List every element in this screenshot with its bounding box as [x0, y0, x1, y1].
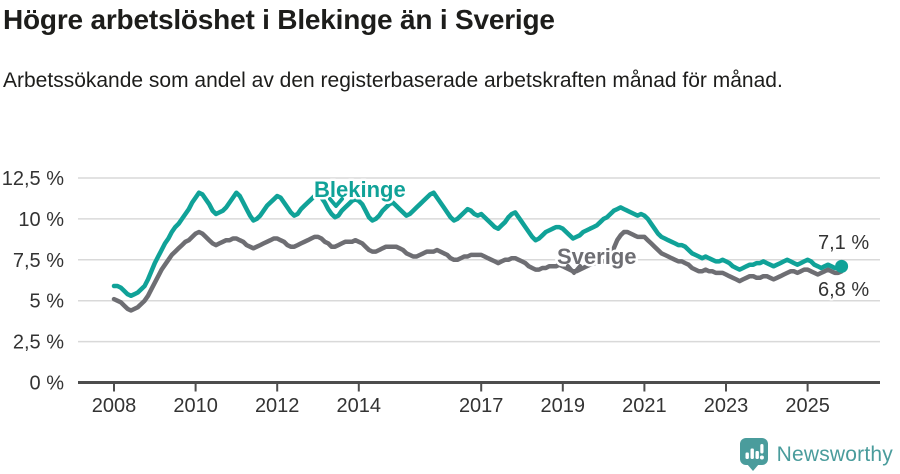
y-tick-label: 7,5 %	[13, 250, 64, 272]
y-tick-label: 10 %	[18, 209, 64, 231]
x-tick-label: 2019	[541, 395, 586, 417]
blekinge-value-label: 7,1 %	[818, 232, 869, 254]
x-tick-label: 2014	[337, 395, 382, 417]
blekinge-series-label: Blekinge	[314, 177, 406, 202]
sverige-value-label: 6,8 %	[818, 279, 869, 301]
newsworthy-logo-icon	[739, 438, 768, 471]
x-tick-label: 2017	[459, 395, 504, 417]
blekinge-pointer-chevron-icon	[328, 197, 344, 208]
sverige-pointer-chevron-icon	[566, 264, 582, 275]
y-axis-labels: 0 % 2,5 % 5 % 7,5 % 10 % 12,5 %	[2, 168, 64, 395]
sverige-line	[111, 229, 844, 313]
x-tick-label: 2012	[255, 395, 300, 417]
newsworthy-logo-text: Newsworthy	[776, 442, 893, 466]
y-tick-label: 12,5 %	[2, 168, 64, 190]
x-tick-label: 2021	[622, 395, 667, 417]
blekinge-line	[111, 190, 844, 299]
x-tick-label: 2008	[92, 395, 137, 417]
x-tick-label: 2023	[704, 395, 749, 417]
x-axis: 2008 2010 2012 2014 2017 2019 2021 2023 2025	[78, 381, 880, 417]
x-tick-label: 2025	[785, 395, 830, 417]
y-tick-label: 0 %	[30, 373, 65, 395]
series-annotations: Blekinge Sverige 7,1 % 6,8 %	[312, 175, 872, 304]
x-tick-label: 2010	[173, 395, 218, 417]
chart-title: Högre arbetslöshet i Blekinge än i Sveri…	[3, 4, 555, 35]
y-tick-label: 2,5 %	[13, 332, 64, 354]
series-lines	[111, 190, 844, 313]
y-tick-label: 5 %	[30, 291, 65, 313]
newsworthy-logo[interactable]: Newsworthy	[739, 438, 893, 471]
chart-subtitle: Arbetssökande som andel av den registerb…	[3, 69, 783, 92]
gridlines	[78, 177, 880, 343]
blekinge-end-dot	[835, 259, 849, 273]
series-end-dot	[835, 259, 849, 273]
